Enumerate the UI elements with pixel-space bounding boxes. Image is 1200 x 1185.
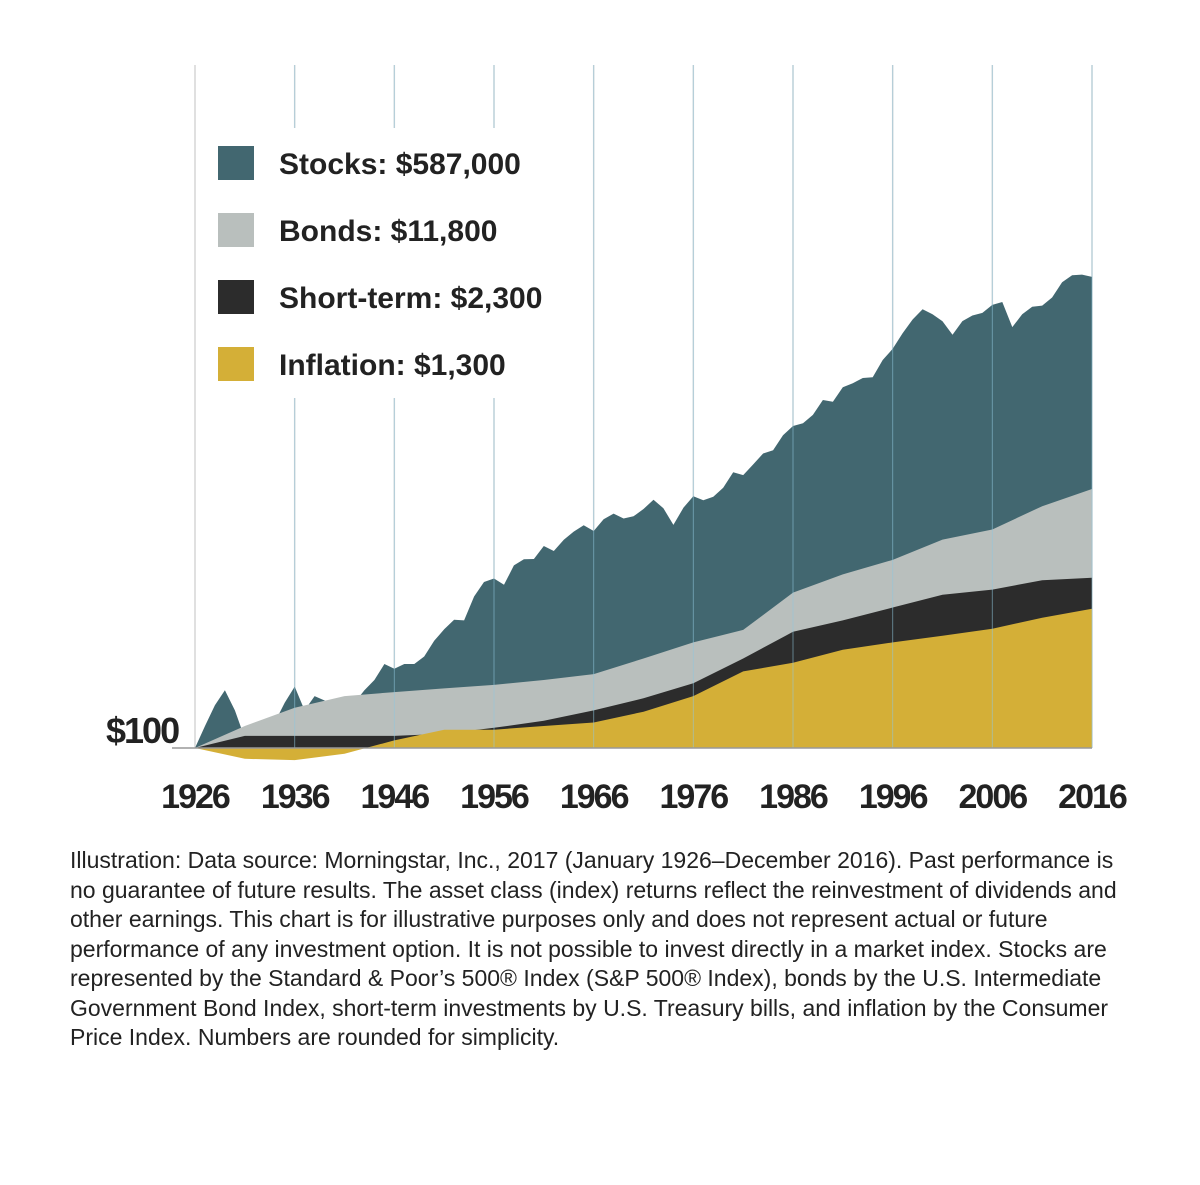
legend-background [196, 128, 546, 398]
x-tick-1986: 1986 [759, 778, 828, 816]
legend-swatch-inflation [218, 347, 254, 381]
x-tick-1946: 1946 [361, 778, 430, 816]
x-tick-1926: 1926 [161, 778, 230, 816]
legend-swatch-short-term [218, 280, 254, 314]
legend-label-inflation: Inflation: $1,300 [279, 349, 506, 382]
start-value-label: $100 [106, 710, 179, 751]
legend-label-stocks: Stocks: $587,000 [279, 148, 521, 181]
legend: Stocks: $587,000 Bonds: $11,800 Short-term… [196, 128, 546, 398]
x-tick-1996: 1996 [859, 778, 928, 816]
x-tick-labels: 1926 1936 1946 1956 1966 1976 1986 1996 2006 2016 [161, 778, 1129, 816]
series-area-inflation [195, 608, 1092, 761]
legend-label-short-term: Short-term: $2,300 [279, 282, 542, 315]
series-areas [195, 274, 1092, 761]
legend-swatch-bonds [218, 213, 254, 247]
x-tick-2016: 2016 [1058, 778, 1127, 816]
legend-label-bonds: Bonds: $11,800 [279, 215, 497, 248]
x-tick-1976: 1976 [660, 778, 729, 816]
growth-area-chart: $100 1926 1936 1946 1956 1966 1976 1986 1996 200… [106, 65, 1129, 816]
footnote-caption: Illustration: Data source: Morningstar, … [70, 847, 1117, 1050]
legend-swatch-stocks [218, 146, 254, 180]
x-tick-1956: 1956 [460, 778, 529, 816]
x-tick-1936: 1936 [261, 778, 330, 816]
x-tick-2006: 2006 [959, 778, 1028, 816]
x-tick-1966: 1966 [560, 778, 629, 816]
